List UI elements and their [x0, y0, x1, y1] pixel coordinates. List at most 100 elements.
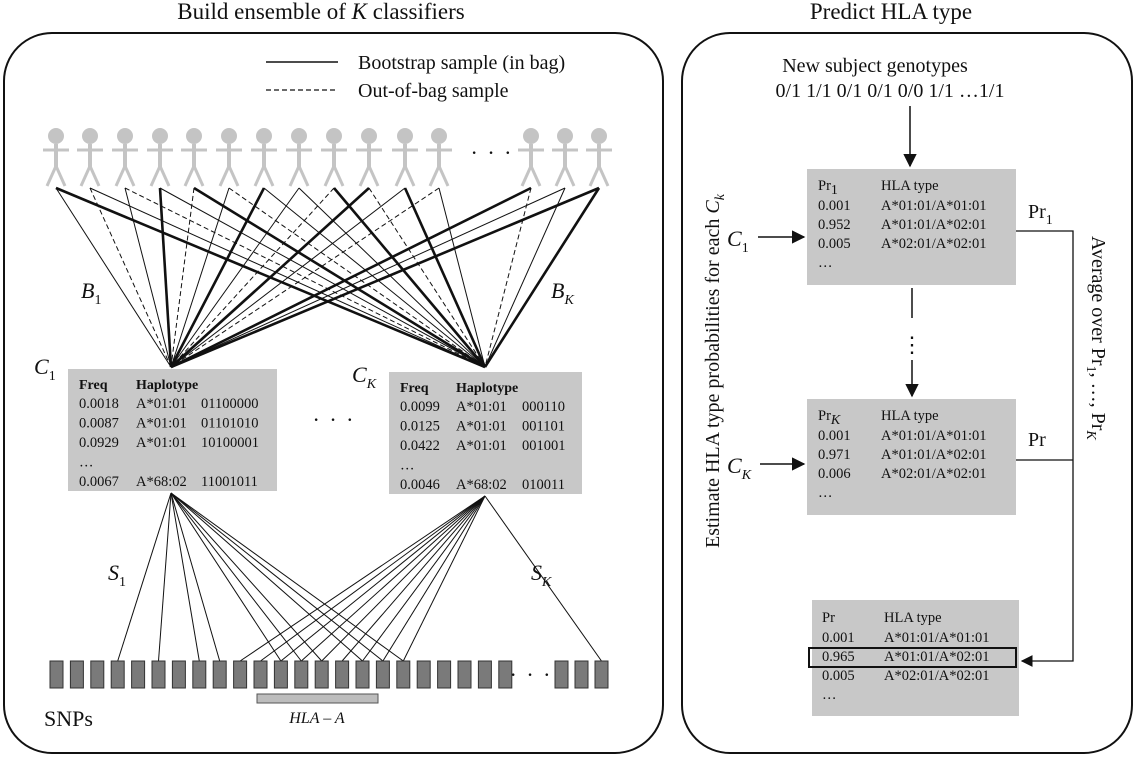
bag-line-classifier-1	[170, 187, 195, 368]
estimate-label: Estimate HLA type probabilities for each…	[702, 193, 728, 548]
person-icon	[518, 128, 544, 187]
table1-col-haplotype: Haplotype	[136, 378, 198, 393]
snp-ellipsis: · · ·	[510, 662, 553, 687]
snp-box	[69, 660, 84, 689]
person-icon	[552, 128, 578, 187]
snp-line-classifier-1	[117, 492, 172, 662]
tablek-row-allele: A*01:01	[456, 419, 507, 435]
classifier-table-1: Freq Haplotype 0.0018 A*01:01 01100000 0.00…	[68, 369, 277, 491]
prediction-box-k: PrK HLA type 0.001 A*01:01/A*01:01 0.971 A*…	[807, 399, 1016, 515]
snp-line-classifier-1	[158, 492, 172, 662]
prediction-box-1: Pr1 HLA type 0.001 A*01:01/A*01:01 0.952 A*…	[807, 169, 1016, 285]
snp-line-classifier-k	[362, 495, 486, 662]
snp-box	[498, 660, 513, 689]
boxk-row-type: A*02:01/A*02:01	[881, 466, 987, 482]
table1-row-allele: A*01:01	[136, 435, 187, 451]
tablek-row-bits: 001001	[522, 438, 566, 454]
snp-line-classifier-k	[341, 495, 486, 662]
average-connector	[1016, 230, 1074, 667]
bag-line-classifier-1	[170, 186, 532, 369]
person-icon	[356, 128, 382, 187]
snp-line-classifier-k	[382, 495, 486, 662]
boxk-row-prob: 0.971	[818, 447, 851, 463]
pr1-output-label: Pr1	[1028, 201, 1053, 228]
snps-label: SNPs	[44, 706, 93, 731]
bag-line-classifier-1	[124, 187, 172, 368]
table1-row-allele: A*01:01	[136, 416, 187, 432]
person-icon	[251, 128, 277, 187]
snp-box	[477, 660, 492, 689]
boxk-row-prob: 0.001	[818, 428, 851, 444]
snp-line-classifier-1	[170, 492, 323, 662]
person-icon	[77, 128, 103, 187]
snp-line-classifier-1	[170, 492, 282, 662]
snp-box	[437, 660, 452, 689]
snp-line-classifier-k	[484, 495, 602, 662]
new-subject-label: New subject genotypes	[782, 55, 968, 77]
final-row-prob: 0.965	[822, 649, 855, 665]
prk-output-label: Pr	[1028, 429, 1046, 451]
box1-row-prob: 0.952	[818, 217, 851, 233]
bag-line-classifier-k	[263, 187, 486, 368]
snp-box	[151, 660, 166, 689]
final-row-prob: 0.001	[822, 630, 855, 646]
box1-row-prob: …	[818, 255, 833, 271]
tablek-row-allele: A*68:02	[456, 477, 507, 493]
bag-line-classifier-1	[169, 187, 266, 368]
bag-line-classifier-k	[333, 187, 486, 368]
bag-line-classifier-k	[484, 187, 566, 368]
box1-row-type: A*01:01/A*02:01	[881, 217, 987, 233]
bag-line-classifier-k	[55, 186, 486, 369]
selected-row-highlight	[808, 647, 1017, 668]
snp-line-classifier-k	[300, 495, 486, 662]
boxk-col-hla: HLA type	[881, 408, 939, 424]
snp-line-classifier-k	[321, 495, 486, 662]
tablek-row-bits: 001101	[522, 419, 565, 435]
bag-line-classifier-1	[55, 187, 172, 368]
tablek-row-bits: 000110	[522, 399, 565, 415]
ck-label: CK	[352, 362, 377, 392]
final-col-hla: HLA type	[884, 610, 942, 626]
tablek-row-freq: 0.0125	[400, 419, 440, 435]
person-icon	[112, 128, 138, 187]
snp-line-classifier-k	[239, 495, 486, 662]
bag-line-classifier-1	[170, 187, 566, 368]
person-icon	[216, 128, 242, 187]
classifier-table-k: Freq Haplotype 0.0099 A*01:01 000110 0.0125…	[389, 372, 582, 494]
boxk-row-prob: 0.006	[818, 466, 851, 482]
table1-row-bits: 01101010	[201, 416, 258, 432]
snp-line-classifier-k	[280, 495, 486, 662]
bag-line-classifier-k	[159, 187, 486, 368]
snp-box	[192, 660, 207, 689]
bag-line-classifier-1	[89, 187, 172, 368]
bag-line-classifier-k	[483, 187, 601, 368]
bag-line-classifier-k	[368, 187, 486, 368]
table1-row-freq: …	[79, 455, 94, 471]
people-row	[43, 128, 612, 187]
snp-line-classifier-1	[170, 492, 384, 662]
bag-line-classifier-k	[484, 187, 532, 368]
tablek-row-freq: 0.0422	[400, 438, 440, 454]
bag-line-classifier-k	[89, 187, 486, 368]
snp-line-classifier-1	[170, 492, 363, 662]
person-icon	[392, 128, 418, 187]
snp-subset-lines	[117, 492, 602, 662]
tablek-row-allele: A*01:01	[456, 399, 507, 415]
snp-box	[171, 660, 186, 689]
c1-label: C1	[34, 354, 56, 384]
right-c1-label: C1	[727, 226, 749, 256]
snp-box	[396, 660, 411, 689]
bag-line-classifier-k	[298, 187, 486, 368]
tablek-row-freq: 0.0099	[400, 399, 440, 415]
snp-row	[49, 660, 609, 689]
box1-col-pr: Pr1	[818, 178, 838, 198]
bag-line-classifier-k	[193, 186, 486, 369]
snp-box	[554, 660, 569, 689]
final-col-pr: Pr	[822, 610, 835, 626]
bag-line-classifier-k	[228, 187, 486, 368]
s1-label: S1	[108, 560, 126, 590]
snp-box	[233, 660, 248, 689]
final-row-prob: …	[822, 687, 837, 703]
snp-box	[594, 660, 609, 689]
